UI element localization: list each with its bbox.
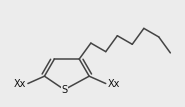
Text: Xx: Xx	[107, 79, 120, 88]
Text: S: S	[61, 85, 67, 95]
Text: Xx: Xx	[14, 79, 26, 88]
